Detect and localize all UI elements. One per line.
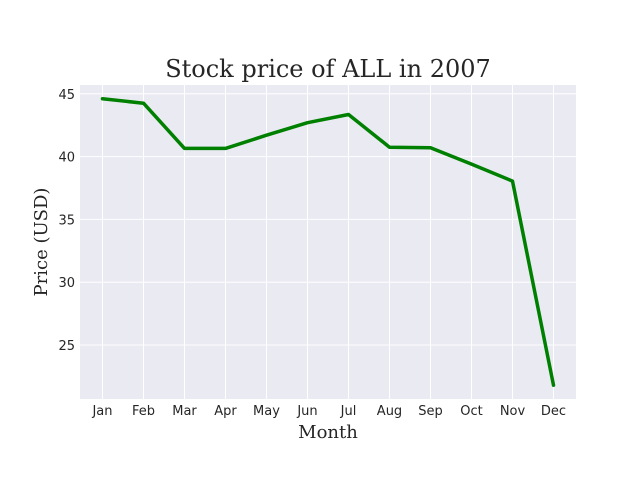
y-tick-label: 45 bbox=[58, 88, 75, 103]
x-axis-label: Month bbox=[298, 422, 358, 443]
chart-title: Stock price of ALL in 2007 bbox=[165, 55, 491, 83]
x-tick-label: Apr bbox=[214, 404, 237, 419]
y-tick-labels: 25 30 35 40 45 bbox=[58, 88, 75, 354]
series-line bbox=[100, 97, 556, 387]
x-tick-label: Jun bbox=[296, 404, 317, 419]
x-tick-label: Jul bbox=[340, 404, 357, 419]
x-tick-label: Feb bbox=[132, 404, 155, 419]
y-axis-label: Price (USD) bbox=[31, 188, 52, 297]
series-lines bbox=[100, 97, 556, 387]
x-tick-label: Mar bbox=[172, 404, 197, 419]
x-tick-label: Oct bbox=[460, 404, 482, 419]
x-tick-label: Sep bbox=[418, 404, 443, 419]
x-tick-label: Jan bbox=[91, 404, 112, 419]
x-tick-labels: Jan Feb Mar Apr May Jun Jul Aug Sep Oct Nov Dec bbox=[91, 404, 566, 419]
y-tick-label: 40 bbox=[58, 151, 75, 166]
x-tick-label: Dec bbox=[541, 404, 566, 419]
y-tick-label: 35 bbox=[58, 213, 75, 228]
plot-background bbox=[80, 85, 576, 399]
y-tick-label: 30 bbox=[58, 276, 75, 291]
x-tick-label: Aug bbox=[377, 404, 402, 419]
grid-lines bbox=[80, 85, 576, 399]
y-tick-label: 25 bbox=[58, 339, 75, 354]
x-tick-label: May bbox=[253, 404, 280, 419]
x-tick-label: Nov bbox=[500, 404, 526, 419]
